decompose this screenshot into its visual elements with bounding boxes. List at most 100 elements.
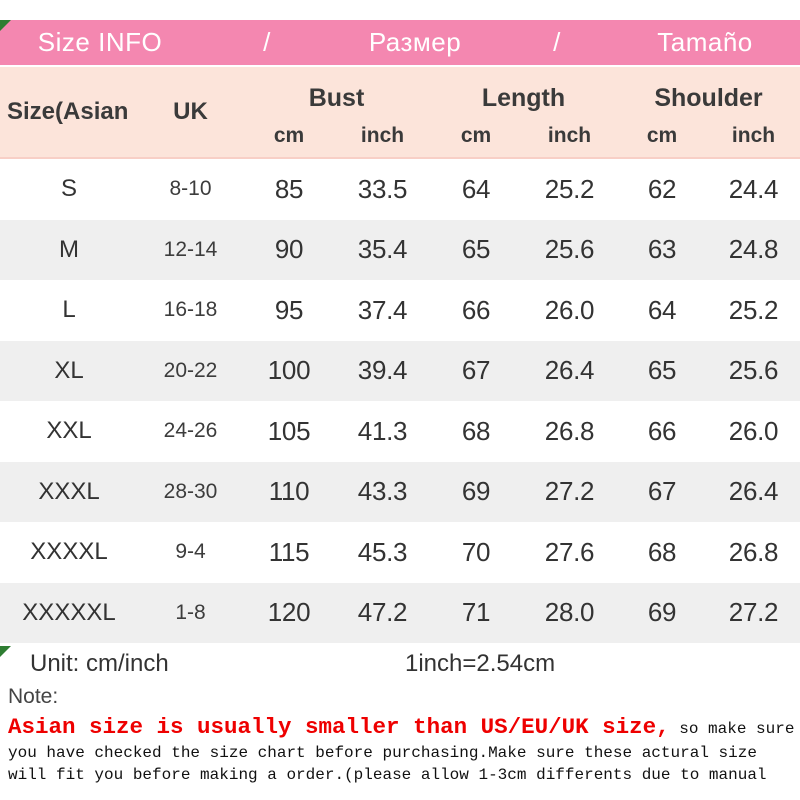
cell-bust-inch: 33.5 [357,173,408,204]
cell-uk: 12-14 [163,237,218,261]
cell-length-inch: 26.4 [544,355,595,386]
cell-uk: 28-30 [163,479,218,503]
note-line-1: Asian size is usually smaller than US/EU… [8,712,800,742]
note-line-3: will fit you before making a order.(plea… [8,766,767,784]
cell-bust-inch: 47.2 [357,597,408,628]
cell-length-inch: 25.6 [544,234,595,265]
cell-length-cm: 66 [461,294,491,325]
cell-size: S [60,175,77,203]
cell-uk: 8-10 [169,177,212,201]
table-header: Size(Asian UK Bust Length Shoulder cm in… [0,67,800,159]
title-separator-1: / [263,27,271,57]
cell-uk: 1-8 [175,600,206,624]
header-size-asian: Size(Asian [7,98,129,125]
table-row: XXXXXL 1-8 120 47.2 71 28.0 69 27.2 [0,582,800,643]
cell-shoulder-inch: 26.4 [728,476,779,507]
cell-shoulder-inch: 24.8 [728,234,779,265]
cell-uk: 16-18 [163,298,218,322]
green-corner-marker-icon [0,646,11,657]
cell-bust-inch: 43.3 [357,476,408,507]
cell-shoulder-inch: 25.2 [728,294,779,325]
header-group-bust: Bust [308,84,365,112]
header-group-length: Length [481,84,566,112]
header-unit-cm: cm [273,124,305,147]
cell-bust-cm: 100 [267,355,311,386]
cell-length-inch: 28.0 [544,597,595,628]
cell-uk: 20-22 [163,358,218,382]
cell-bust-inch: 39.4 [357,355,408,386]
note-text: Asian size is usually smaller than US/EU… [8,712,800,786]
cell-length-cm: 69 [461,476,491,507]
title-tamano: Tamaño [657,27,753,57]
cell-shoulder-inch: 27.2 [728,597,779,628]
header-unit-cm: cm [460,124,492,147]
title-razmer: Размер [368,27,462,57]
cell-shoulder-cm: 69 [647,597,677,628]
cell-length-cm: 68 [461,415,491,446]
cell-bust-inch: 37.4 [357,294,408,325]
cell-shoulder-cm: 68 [647,536,677,567]
cell-shoulder-cm: 63 [647,234,677,265]
note-red-warning: Asian size is usually smaller than US/EU… [8,714,670,740]
cell-bust-cm: 120 [267,597,311,628]
header-uk: UK [173,98,208,125]
table-row: XXXXL 9-4 115 45.3 70 27.6 68 26.8 [0,522,800,583]
cell-length-inch: 27.6 [544,536,595,567]
cell-length-inch: 26.0 [544,294,595,325]
table-row: S 8-10 85 33.5 64 25.2 62 24.4 [0,159,800,220]
header-group-shoulder: Shoulder [654,84,763,112]
cell-length-cm: 70 [461,536,491,567]
cell-length-inch: 25.2 [544,173,595,204]
table-row: XXXL 28-30 110 43.3 69 27.2 67 26.4 [0,461,800,522]
note-line-2: you have checked the size chart before p… [8,744,757,762]
size-info-title-bar: Size INFO / Размер / Tamaño [0,20,800,65]
header-unit-inch: inch [547,124,592,147]
cell-bust-cm: 85 [274,173,304,204]
cell-bust-cm: 95 [274,294,304,325]
table-row: M 12-14 90 35.4 65 25.6 63 24.8 [0,219,800,280]
cell-bust-inch: 35.4 [357,234,408,265]
title-size-info: Size INFO [37,27,163,57]
cell-bust-cm: 110 [268,476,310,507]
cell-shoulder-inch: 25.6 [728,355,779,386]
cell-uk: 9-4 [175,540,206,564]
table-row: XXL 24-26 105 41.3 68 26.8 66 26.0 [0,401,800,462]
cell-length-inch: 26.8 [544,415,595,446]
cell-size: XXXXXL [22,598,116,626]
cell-shoulder-inch: 26.8 [728,536,779,567]
cell-size: M [59,235,79,263]
title-separator-2: / [553,27,561,57]
cell-bust-inch: 41.3 [357,415,408,446]
unit-row: Unit: cm/inch 1inch=2.54cm [0,645,800,683]
cell-bust-cm: 105 [267,415,311,446]
cell-size: XXL [46,417,92,445]
cell-size: XXXL [38,477,100,505]
cell-uk: 24-26 [163,419,218,443]
cell-size: XL [54,356,84,384]
note-label: Note: [8,685,59,708]
cell-shoulder-cm: 66 [647,415,677,446]
cell-shoulder-cm: 64 [647,294,677,325]
cell-length-cm: 67 [461,355,491,386]
cell-size: XXXXL [30,538,108,566]
inch-conversion-label: 1inch=2.54cm [405,650,556,677]
cell-shoulder-cm: 65 [647,355,677,386]
cell-bust-inch: 45.3 [357,536,408,567]
cell-shoulder-inch: 26.0 [728,415,779,446]
cell-length-cm: 65 [461,234,491,265]
green-corner-marker-icon [0,20,11,31]
cell-bust-cm: 90 [274,234,304,265]
table-row: XL 20-22 100 39.4 67 26.4 65 25.6 [0,340,800,401]
header-unit-inch: inch [360,124,405,147]
cell-shoulder-cm: 67 [647,476,677,507]
cell-shoulder-cm: 62 [647,173,677,204]
cell-shoulder-inch: 24.4 [728,173,779,204]
table-row: L 16-18 95 37.4 66 26.0 64 25.2 [0,280,800,341]
cell-bust-cm: 115 [268,536,310,567]
cell-length-inch: 27.2 [544,476,595,507]
table-body: S 8-10 85 33.5 64 25.2 62 24.4 M 12-14 9… [0,159,800,643]
header-unit-cm: cm [646,124,678,147]
note-line-1-black: so make sure [669,720,795,738]
header-unit-inch: inch [731,124,776,147]
